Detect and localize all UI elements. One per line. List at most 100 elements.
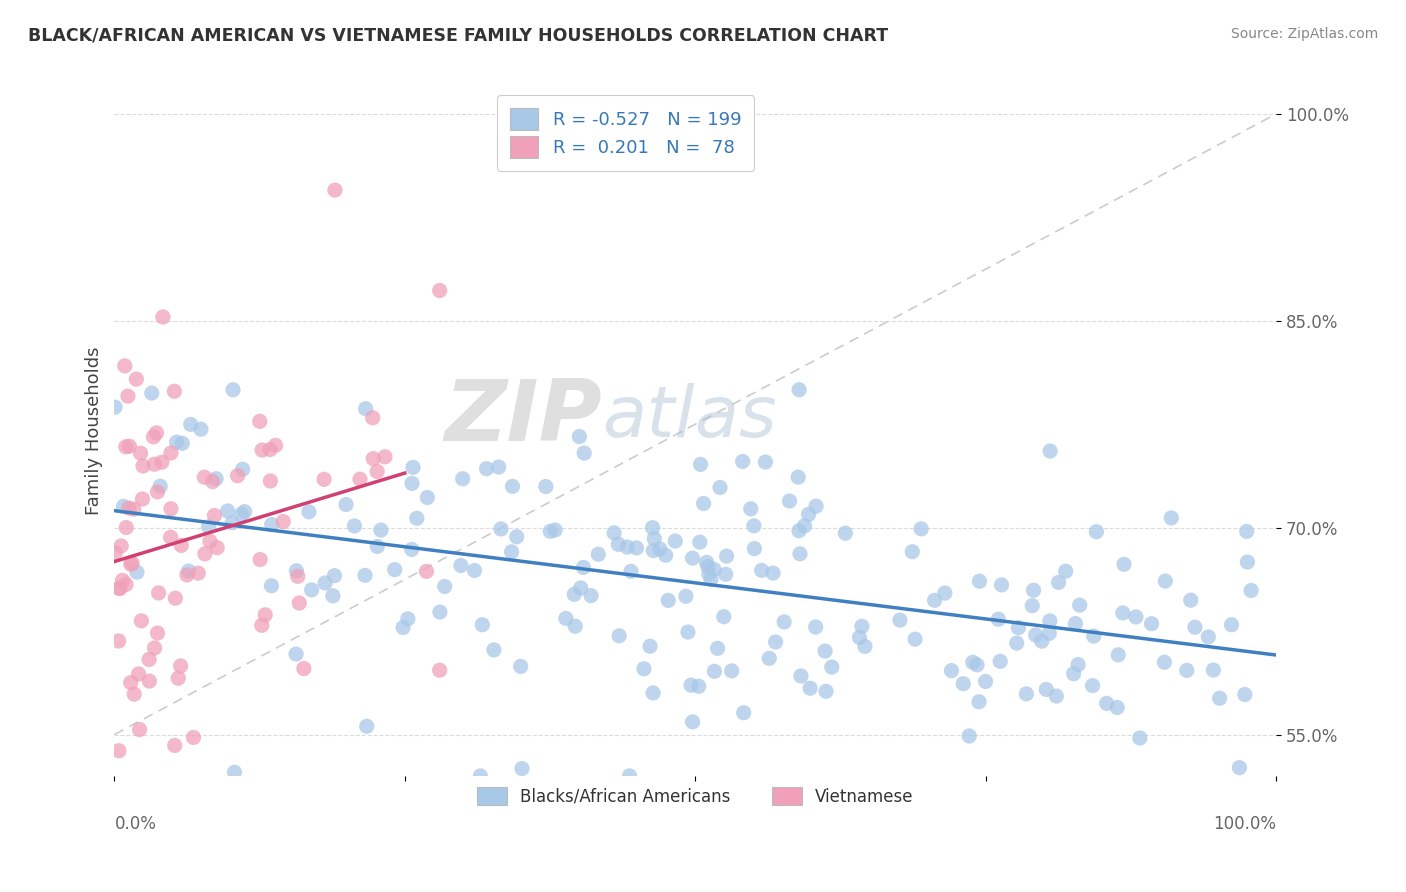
Point bbox=[143, 640, 166, 655]
Point bbox=[366, 540, 388, 554]
Point bbox=[259, 474, 281, 488]
Point bbox=[814, 644, 837, 658]
Point bbox=[250, 618, 273, 632]
Point bbox=[204, 508, 226, 523]
Point bbox=[118, 439, 141, 453]
Point bbox=[232, 462, 254, 476]
Point bbox=[475, 461, 498, 475]
Point bbox=[616, 540, 638, 554]
Point bbox=[489, 522, 512, 536]
Point bbox=[1047, 575, 1070, 590]
Point bbox=[114, 440, 136, 454]
Point bbox=[1175, 664, 1198, 678]
Point bbox=[152, 310, 174, 324]
Point bbox=[110, 539, 132, 553]
Point bbox=[361, 451, 384, 466]
Point bbox=[689, 535, 711, 549]
Point bbox=[924, 593, 946, 607]
Point bbox=[1038, 626, 1060, 640]
Point bbox=[657, 593, 679, 607]
Point bbox=[814, 684, 837, 698]
Point bbox=[1140, 616, 1163, 631]
Text: atlas: atlas bbox=[602, 383, 778, 452]
Point bbox=[554, 611, 576, 625]
Point bbox=[544, 523, 567, 537]
Point bbox=[323, 568, 346, 582]
Point bbox=[108, 582, 131, 596]
Point bbox=[323, 183, 346, 197]
Point bbox=[697, 566, 720, 581]
Point bbox=[1197, 630, 1219, 644]
Point bbox=[562, 587, 585, 601]
Point bbox=[787, 524, 810, 538]
Point bbox=[700, 572, 723, 586]
Point bbox=[107, 634, 129, 648]
Point bbox=[1229, 761, 1251, 775]
Point bbox=[312, 472, 335, 486]
Point bbox=[159, 530, 181, 544]
Point bbox=[165, 591, 187, 606]
Point bbox=[682, 551, 704, 566]
Point bbox=[259, 442, 281, 457]
Point bbox=[607, 537, 630, 551]
Point bbox=[1081, 679, 1104, 693]
Point bbox=[217, 504, 239, 518]
Point bbox=[205, 472, 228, 486]
Point bbox=[1095, 697, 1118, 711]
Point bbox=[1015, 687, 1038, 701]
Point bbox=[370, 523, 392, 537]
Point bbox=[166, 435, 188, 450]
Point bbox=[396, 612, 419, 626]
Point bbox=[193, 470, 215, 484]
Point bbox=[962, 656, 984, 670]
Point bbox=[689, 458, 711, 472]
Point bbox=[703, 563, 725, 577]
Point bbox=[1067, 657, 1090, 672]
Point bbox=[322, 589, 344, 603]
Point bbox=[226, 468, 249, 483]
Point bbox=[125, 566, 148, 580]
Point bbox=[607, 629, 630, 643]
Point bbox=[142, 430, 165, 444]
Point bbox=[392, 620, 415, 634]
Point bbox=[264, 438, 287, 452]
Point bbox=[384, 563, 406, 577]
Point bbox=[176, 568, 198, 582]
Point bbox=[150, 455, 173, 469]
Point bbox=[401, 542, 423, 557]
Point bbox=[183, 731, 205, 745]
Point bbox=[1031, 634, 1053, 648]
Point bbox=[821, 660, 844, 674]
Point bbox=[1069, 598, 1091, 612]
Point bbox=[675, 589, 697, 603]
Point bbox=[197, 519, 219, 533]
Point bbox=[851, 619, 873, 633]
Point bbox=[713, 609, 735, 624]
Point bbox=[793, 519, 815, 533]
Point bbox=[1154, 574, 1177, 588]
Point bbox=[172, 436, 194, 450]
Text: 0.0%: 0.0% bbox=[114, 814, 156, 832]
Point bbox=[620, 565, 643, 579]
Point bbox=[853, 640, 876, 654]
Point bbox=[848, 631, 870, 645]
Point bbox=[415, 564, 437, 578]
Point bbox=[762, 566, 785, 580]
Point bbox=[643, 543, 665, 558]
Point bbox=[131, 491, 153, 506]
Point bbox=[249, 552, 271, 566]
Point bbox=[641, 521, 664, 535]
Point bbox=[104, 400, 127, 414]
Point bbox=[648, 541, 671, 556]
Point bbox=[1236, 555, 1258, 569]
Point bbox=[1112, 558, 1135, 572]
Point bbox=[676, 625, 699, 640]
Point bbox=[374, 450, 396, 464]
Point bbox=[298, 505, 321, 519]
Point bbox=[506, 530, 529, 544]
Point bbox=[603, 525, 626, 540]
Point bbox=[987, 612, 1010, 626]
Point bbox=[696, 559, 718, 574]
Point bbox=[765, 635, 787, 649]
Point bbox=[482, 643, 505, 657]
